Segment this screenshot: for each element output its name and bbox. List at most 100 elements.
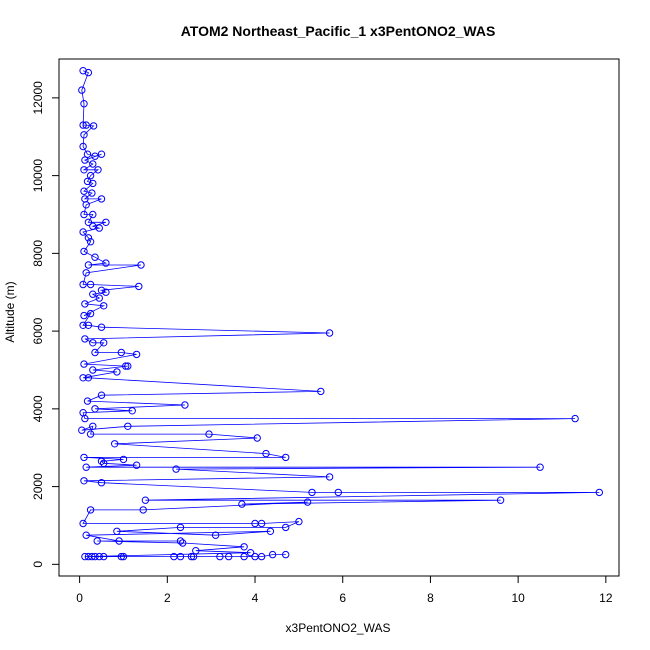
data-point — [86, 430, 95, 438]
data-point — [240, 543, 248, 551]
data-point — [97, 286, 106, 294]
data-point — [84, 321, 93, 329]
y-tick-label: 10000 — [31, 159, 45, 193]
data-point — [317, 387, 325, 396]
data-point — [84, 234, 93, 242]
data-point — [79, 321, 87, 329]
y-tick-label: 0 — [31, 561, 45, 568]
data-point — [80, 247, 88, 256]
data-point — [79, 121, 87, 129]
data-point — [282, 550, 290, 559]
x-tick-label: 10 — [511, 591, 525, 605]
data-point — [117, 348, 126, 357]
data-point — [86, 309, 95, 318]
data-point — [86, 506, 95, 514]
data-point — [128, 407, 136, 415]
data-point — [119, 455, 128, 464]
data-point — [80, 477, 88, 485]
x-tick-label: 4 — [252, 591, 259, 605]
data-point — [80, 100, 88, 108]
data-point — [84, 374, 93, 382]
data-point — [82, 269, 90, 277]
data-point — [97, 323, 106, 331]
data-point — [97, 150, 106, 158]
x-tick-label: 6 — [339, 591, 346, 605]
data-point — [225, 552, 233, 561]
data-point — [176, 537, 185, 545]
data-point — [139, 506, 147, 514]
data-point — [181, 401, 189, 409]
data-point — [295, 517, 303, 526]
data-point — [325, 473, 334, 481]
data-point — [141, 496, 150, 504]
data-point — [83, 397, 92, 405]
data-point — [80, 360, 88, 368]
y-tick-label: 12000 — [31, 81, 45, 115]
data-point — [334, 488, 342, 497]
data-point — [86, 280, 95, 289]
data-point — [205, 430, 213, 438]
data-point — [176, 523, 185, 532]
data-point — [84, 68, 93, 77]
data-point — [81, 335, 89, 343]
data-point — [88, 552, 96, 561]
data-point — [253, 434, 261, 442]
y-tick-label: 2000 — [31, 473, 45, 500]
data-point — [211, 531, 220, 539]
plot-frame — [58, 58, 620, 577]
data-point — [262, 449, 270, 458]
data-point — [111, 440, 119, 448]
data-point — [79, 228, 87, 236]
data-point — [97, 391, 106, 399]
data-point — [82, 121, 90, 129]
data-point — [119, 552, 128, 561]
data-point — [95, 552, 104, 561]
data-point — [97, 479, 106, 487]
data-point — [124, 362, 132, 370]
y-axis-label: Altitude (m) — [3, 281, 17, 342]
data-point — [308, 488, 316, 497]
data-point — [97, 457, 106, 465]
data-point — [102, 288, 110, 296]
data-point — [100, 459, 108, 467]
data-point — [238, 500, 246, 508]
data-point — [325, 329, 334, 337]
data-point — [84, 261, 93, 269]
data-point — [78, 86, 86, 94]
data-point — [89, 290, 97, 298]
data-point — [303, 498, 312, 506]
data-point — [113, 368, 121, 376]
data-point — [282, 453, 290, 462]
y-tick-label: 4000 — [31, 395, 45, 422]
data-point — [95, 294, 104, 302]
data-point — [97, 195, 106, 203]
data-point — [240, 552, 248, 561]
data-point — [89, 222, 97, 230]
data-point — [172, 465, 180, 473]
data-point — [94, 166, 102, 174]
data-point — [83, 150, 92, 158]
data-point — [132, 461, 141, 469]
data-point — [79, 374, 87, 382]
data-point — [176, 552, 185, 561]
data-point — [137, 261, 145, 269]
data-point — [124, 422, 132, 430]
data-point — [117, 552, 126, 561]
data-point — [86, 238, 95, 246]
data-point — [91, 152, 99, 160]
data-point — [80, 187, 88, 195]
data-point — [88, 189, 96, 197]
data-point — [179, 539, 187, 547]
data-point — [86, 171, 95, 180]
data-point — [81, 552, 89, 561]
x-tick-label: 8 — [427, 591, 434, 605]
data-point — [80, 210, 88, 219]
data-point — [246, 549, 255, 557]
series-x3pentono2 — [78, 67, 603, 561]
data-point — [80, 131, 88, 139]
chart-title: ATOM2 Northeast_Pacific_1 x3PentONO2_WAS — [181, 23, 496, 39]
data-point — [89, 122, 98, 130]
data-point — [113, 527, 121, 535]
